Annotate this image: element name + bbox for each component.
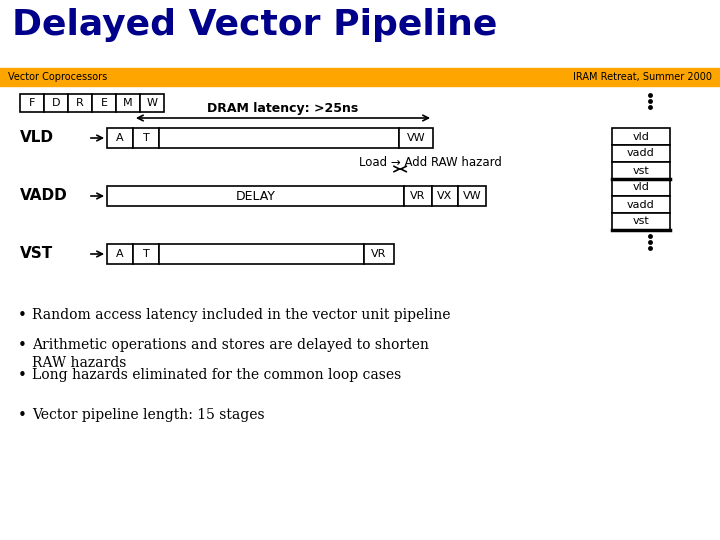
- Bar: [107, 244, 133, 264]
- Text: RAW hazards: RAW hazards: [32, 356, 127, 370]
- Text: Random access latency included in the vector unit pipeline: Random access latency included in the ve…: [32, 308, 451, 322]
- Text: vadd: vadd: [627, 148, 655, 159]
- Bar: [44, 94, 68, 112]
- Text: DRAM latency: >25ns: DRAM latency: >25ns: [207, 102, 359, 115]
- Bar: [140, 94, 164, 112]
- Bar: [404, 186, 432, 206]
- Bar: [107, 186, 404, 206]
- Text: vadd: vadd: [627, 199, 655, 210]
- Bar: [612, 128, 670, 145]
- Text: Arithmetic operations and stores are delayed to shorten: Arithmetic operations and stores are del…: [32, 338, 429, 352]
- Text: •: •: [18, 308, 27, 323]
- Text: Delayed Vector Pipeline: Delayed Vector Pipeline: [12, 8, 498, 42]
- Text: •: •: [18, 368, 27, 383]
- Bar: [133, 244, 159, 264]
- Text: Vector pipeline length: 15 stages: Vector pipeline length: 15 stages: [32, 408, 265, 422]
- Bar: [612, 162, 670, 179]
- Bar: [159, 128, 399, 148]
- Text: F: F: [29, 98, 35, 108]
- Bar: [116, 94, 140, 112]
- Text: VR: VR: [410, 191, 426, 201]
- Bar: [68, 94, 92, 112]
- Text: E: E: [101, 98, 107, 108]
- Text: R: R: [76, 98, 84, 108]
- Text: VX: VX: [437, 191, 453, 201]
- Text: vld: vld: [633, 183, 649, 192]
- Text: VST: VST: [20, 246, 53, 261]
- Bar: [612, 196, 670, 213]
- Text: VLD: VLD: [20, 131, 54, 145]
- Bar: [612, 179, 670, 196]
- Bar: [133, 128, 159, 148]
- Text: IRAM Retreat, Summer 2000: IRAM Retreat, Summer 2000: [573, 72, 712, 82]
- Bar: [20, 94, 44, 112]
- Text: W: W: [146, 98, 158, 108]
- Text: DELAY: DELAY: [235, 190, 276, 202]
- Text: vld: vld: [633, 132, 649, 141]
- Text: •: •: [18, 408, 27, 423]
- Text: vst: vst: [633, 217, 649, 226]
- Bar: [399, 128, 433, 148]
- Text: VR: VR: [372, 249, 387, 259]
- Text: vst: vst: [633, 165, 649, 176]
- Text: Load → Add RAW hazard: Load → Add RAW hazard: [359, 156, 501, 169]
- Text: VW: VW: [407, 133, 426, 143]
- Bar: [107, 128, 133, 148]
- Bar: [159, 244, 364, 264]
- Bar: [0, 68, 720, 86]
- Text: Vector Coprocessors: Vector Coprocessors: [8, 72, 107, 82]
- Text: VW: VW: [463, 191, 481, 201]
- Text: VADD: VADD: [20, 188, 68, 204]
- Text: Long hazards eliminated for the common loop cases: Long hazards eliminated for the common l…: [32, 368, 401, 382]
- Text: •: •: [18, 338, 27, 353]
- Text: T: T: [143, 249, 149, 259]
- Text: A: A: [116, 133, 124, 143]
- Bar: [612, 145, 670, 162]
- Text: T: T: [143, 133, 149, 143]
- Bar: [92, 94, 116, 112]
- Text: A: A: [116, 249, 124, 259]
- Text: M: M: [123, 98, 132, 108]
- Bar: [612, 213, 670, 230]
- Bar: [458, 186, 486, 206]
- Bar: [432, 186, 458, 206]
- Bar: [364, 244, 394, 264]
- Text: D: D: [52, 98, 60, 108]
